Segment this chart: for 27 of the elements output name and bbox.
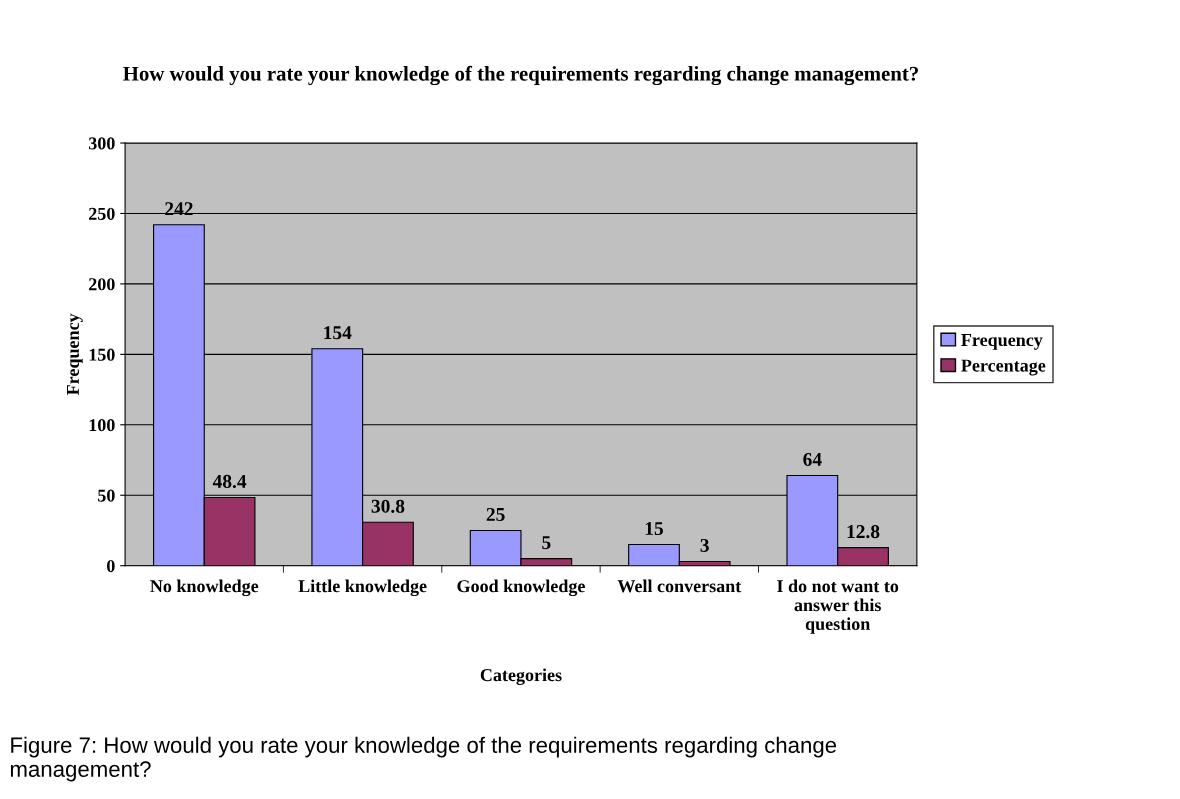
x-tick-label: Little knowledge [298, 579, 427, 597]
data-label: 154 [324, 326, 352, 340]
x-tick-label: Good knowledge [457, 579, 585, 597]
y-tick-label: 250 [89, 207, 115, 220]
data-label: 5 [542, 536, 551, 550]
x-tick-label: No knowledge [150, 579, 259, 597]
x-tick-label: Well conversant [617, 579, 742, 593]
y-tick-label: 300 [88, 137, 115, 150]
y-tick-label: 50 [98, 489, 115, 502]
data-label: 30.8 [371, 499, 405, 513]
y-tick-label: 100 [89, 419, 115, 432]
y-axis-title: Frequency [67, 313, 83, 396]
data-label: 48.4 [212, 474, 247, 489]
legend-label: Frequency [961, 334, 1043, 350]
y-tick-label: 0 [107, 559, 115, 573]
data-label: 3 [700, 538, 709, 552]
x-tick-label: I do not want to answer this question [777, 579, 899, 634]
data-label: 15 [645, 522, 663, 536]
x-axis-title: Categories [480, 668, 562, 685]
y-tick-label: 150 [89, 348, 115, 361]
legend-label: Percentage [961, 359, 1046, 376]
caption: Figure 7: How would you rate your knowledge of the requirements regarding change management? [10, 736, 837, 782]
y-tick-label: 200 [89, 278, 115, 291]
data-label: 64 [803, 452, 822, 467]
data-label: 25 [486, 507, 505, 521]
chart-title: How would you rate your knowledge of the requirements regarding change management? [123, 65, 918, 86]
data-label: 12.8 [847, 525, 880, 539]
